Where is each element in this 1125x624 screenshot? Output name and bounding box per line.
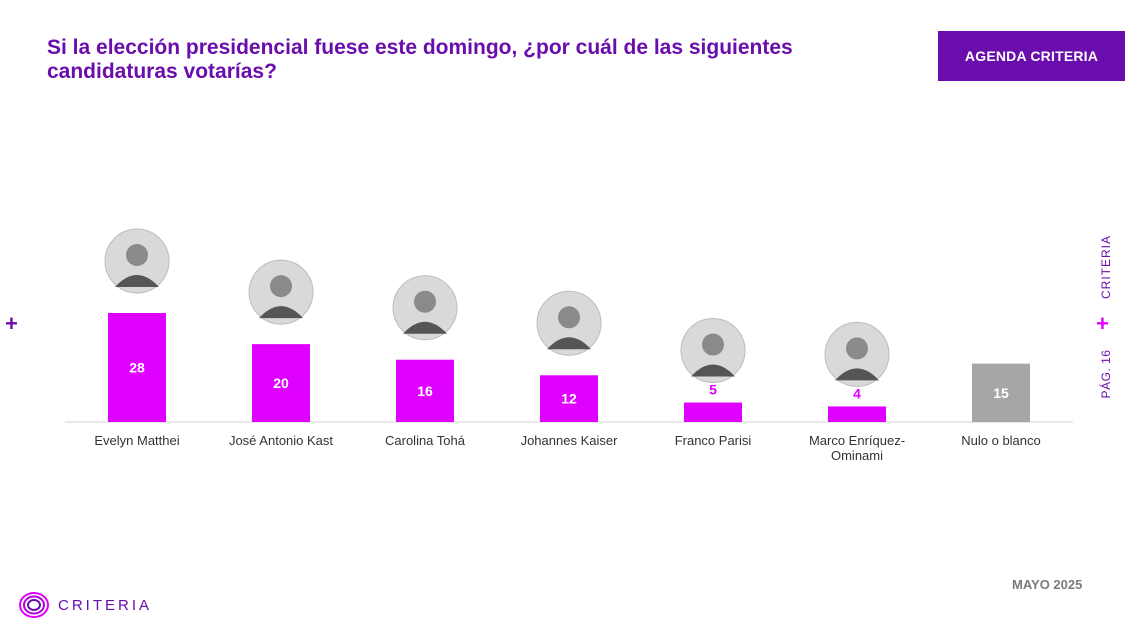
category-label: Franco Parisi xyxy=(675,433,752,448)
category-label: Evelyn Matthei xyxy=(94,433,179,448)
criteria-logo: CRITERIA xyxy=(18,591,152,619)
bar xyxy=(108,313,166,422)
category-label: Carolina Tohá xyxy=(385,433,466,448)
criteria-logo-icon xyxy=(19,592,49,618)
bar-value-label: 20 xyxy=(273,375,289,391)
page-title: Si la elección presidencial fuese este d… xyxy=(47,36,793,83)
bar xyxy=(972,363,1030,422)
candidate-photo xyxy=(104,228,170,294)
candidate-photo xyxy=(824,321,890,387)
candidate-photo xyxy=(680,318,746,384)
bar xyxy=(396,359,454,422)
bar-value-label: 5 xyxy=(709,382,717,398)
bar xyxy=(540,375,598,422)
candidate-photo xyxy=(392,275,458,341)
candidate-photo xyxy=(248,259,314,325)
criteria-logo-text: CRITERIA xyxy=(58,596,153,614)
bar xyxy=(684,402,742,422)
bar-value-label: 16 xyxy=(417,383,433,399)
category-label: José Antonio Kast xyxy=(229,433,333,448)
plus-icon: + xyxy=(5,311,18,336)
bar-value-label: 12 xyxy=(561,391,577,407)
bar-value-label: 15 xyxy=(993,385,1009,401)
category-label: Marco Enríquez-Ominami xyxy=(809,433,905,463)
bar xyxy=(252,344,310,422)
bar xyxy=(828,406,886,422)
bar-value-label: 4 xyxy=(853,385,861,401)
side-plus-icon: + xyxy=(1096,311,1109,336)
candidate-photo xyxy=(536,290,602,356)
report-date: MAYO 2025 xyxy=(1012,577,1083,592)
bar-value-label: 28 xyxy=(129,360,145,376)
category-label: Nulo o blanco xyxy=(961,433,1041,448)
category-label: Johannes Kaiser xyxy=(521,433,619,448)
agenda-badge: AGENDA CRITERIA xyxy=(938,31,1125,81)
